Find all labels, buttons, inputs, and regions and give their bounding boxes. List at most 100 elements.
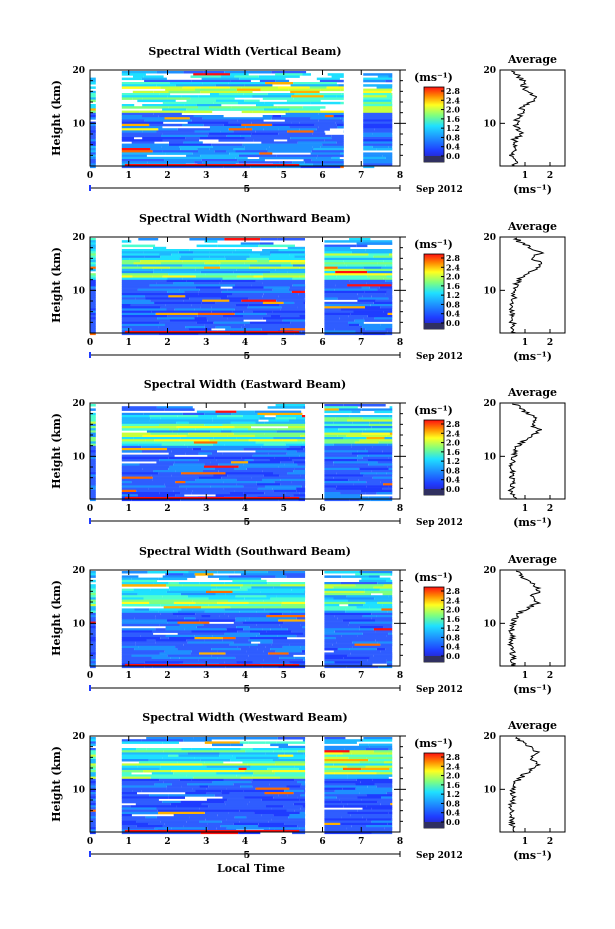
heatmap-cell (121, 463, 140, 466)
heatmap-cell (274, 772, 306, 775)
heatmap-cell (280, 317, 306, 320)
heatmap-cell (335, 789, 379, 793)
heatmap-cell (232, 754, 278, 758)
heatmap-cell (324, 492, 341, 495)
heatmap-cell (332, 643, 355, 647)
heatmap-cell (158, 610, 178, 614)
heatmap-cell (193, 257, 227, 261)
heatmap-cell (363, 143, 393, 147)
heatmap-cell (136, 748, 147, 751)
heatmap-cell (350, 312, 388, 316)
heatmap-cell (177, 432, 189, 436)
heatmap-cell (90, 737, 96, 740)
heatmap-cell (303, 659, 306, 662)
heatmap-cell (90, 115, 96, 118)
heatmap-cell (90, 750, 96, 753)
heatmap-cell (250, 273, 263, 276)
heatmap-cell (262, 317, 280, 320)
heatmap-cell (167, 290, 185, 294)
colorbar-tick-label: 0.8 (446, 465, 460, 475)
heatmap-cell (175, 645, 191, 649)
heatmap-cell (180, 437, 214, 440)
heatmap-cell (191, 778, 224, 782)
heatmap-cell (300, 785, 306, 788)
heatmap-cell (363, 134, 393, 138)
heatmap-cell (90, 496, 96, 499)
x-tick-label: 1 (126, 837, 132, 847)
heatmap-cell (360, 781, 393, 784)
heatmap-cell (210, 615, 220, 618)
heatmap-cell (301, 783, 306, 786)
heatmap-cell (272, 641, 306, 644)
heatmap-cell (150, 459, 160, 462)
heatmap-cell (161, 421, 177, 425)
heatmap-cell (379, 421, 393, 425)
heatmap-cell (236, 661, 253, 664)
heatmap-cell (368, 575, 380, 578)
heatmap-cell (90, 419, 96, 422)
average-y-tick-label: 20 (483, 732, 496, 742)
heatmap-cell (338, 408, 362, 411)
heatmap-cell (353, 257, 393, 261)
x-tick-label: 6 (319, 338, 325, 348)
heatmap-cell (204, 423, 223, 427)
heatmap-cell (361, 432, 390, 436)
heatmap-cell (162, 800, 181, 804)
heatmap-cell (339, 255, 374, 259)
heatmap-cell (244, 137, 291, 140)
heatmap-cell (90, 654, 96, 658)
heatmap-cell (324, 654, 348, 658)
heatmap-cell (388, 595, 393, 598)
heatmap-cell (150, 148, 181, 151)
heatmap-cell (149, 284, 191, 287)
heatmap-cell (334, 139, 344, 142)
heatmap-cell (153, 246, 167, 250)
x-tick-label: 1 (126, 504, 132, 514)
heatmap-cell (324, 796, 337, 799)
heatmap-cell (243, 498, 279, 502)
heatmap-cell (90, 452, 96, 455)
heatmap-cell (282, 645, 301, 649)
heatmap-cell (165, 304, 192, 307)
heatmap-cell (251, 586, 274, 589)
x-tick-label: 4 (242, 171, 248, 181)
heatmap-cell (121, 112, 154, 116)
heatmap-cell (333, 597, 375, 600)
heatmap-cell (344, 262, 378, 265)
heatmap-cell (155, 260, 183, 263)
heatmap-cell (291, 481, 306, 484)
heatmap-cell (162, 249, 190, 252)
colorbar-tick-label: 2.4 (446, 95, 460, 105)
heatmap-cell (121, 776, 151, 780)
heatmap-cell (90, 586, 96, 589)
heatmap-cell (163, 606, 201, 609)
heatmap-cell (208, 132, 252, 136)
heatmap-cell (276, 165, 301, 169)
heatmap-cell (226, 623, 241, 627)
heatmap-cell (212, 417, 260, 420)
month-label: Sep 2012 (416, 518, 463, 528)
heatmap-cell (294, 803, 306, 806)
colorbar-label: (ms⁻¹) (414, 737, 453, 750)
y-tick-label: 20 (72, 66, 85, 76)
heatmap-cell (344, 748, 366, 751)
heatmap-cell (163, 781, 198, 784)
heatmap-cell (90, 242, 96, 245)
heatmap-cell (362, 332, 386, 336)
colorbar-tick-label: 1.2 (446, 623, 460, 633)
heatmap-cell (265, 752, 285, 755)
heatmap-cell (337, 648, 350, 651)
heatmap-cell (231, 412, 258, 416)
heatmap-cell (375, 639, 393, 642)
heatmap-cell (347, 264, 386, 267)
heatmap-cell (188, 432, 234, 436)
heatmap-cell (221, 792, 230, 795)
heatmap-cell (288, 419, 305, 422)
heatmap-cell (132, 90, 154, 94)
heatmap-cell (156, 84, 176, 87)
heatmap-cell (256, 634, 278, 638)
average-profile-line (506, 570, 542, 667)
heatmap-cell (236, 483, 257, 486)
colorbar-tick-label: 1.6 (446, 614, 460, 624)
heatmap-cell (121, 798, 145, 802)
